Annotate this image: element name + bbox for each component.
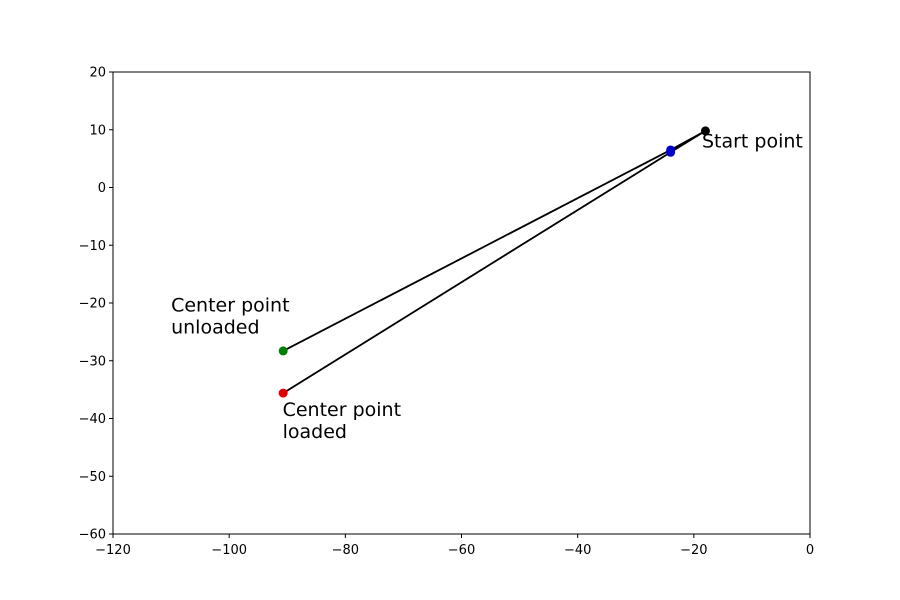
annotation-label: Center point loaded xyxy=(283,399,401,443)
y-tick-label: −30 xyxy=(79,354,106,369)
series-lines xyxy=(282,130,706,394)
data-point xyxy=(278,388,288,398)
x-tick-label: −40 xyxy=(564,543,591,558)
y-tick-label: −20 xyxy=(79,297,106,312)
x-axis: −120 −100 −80 −60 −40 −20 0 xyxy=(95,534,814,558)
annotation-line: loaded xyxy=(283,421,347,443)
data-points xyxy=(278,126,710,398)
y-tick-label: −10 xyxy=(79,239,106,254)
annotation-line: Center point xyxy=(171,295,289,317)
y-tick-label: −60 xyxy=(79,528,106,543)
annotation-line: Center point xyxy=(283,399,401,421)
y-tick-label: 20 xyxy=(89,66,106,81)
line-segment xyxy=(282,151,672,394)
annotation-label: Center point unloaded xyxy=(171,295,289,339)
annotation-line: Start point xyxy=(702,131,803,153)
line-segment xyxy=(670,130,706,154)
x-tick-label: 0 xyxy=(806,543,814,558)
x-tick-label: −120 xyxy=(95,543,131,558)
y-axis: −60 −50 −40 −30 −20 −10 0 10 20 xyxy=(79,66,113,543)
annotation-label: Start point xyxy=(702,131,803,153)
x-tick-label: −60 xyxy=(448,543,475,558)
y-tick-label: −50 xyxy=(79,470,106,485)
data-point xyxy=(666,147,676,157)
x-tick-label: −20 xyxy=(680,543,707,558)
x-tick-label: −80 xyxy=(332,543,359,558)
data-point xyxy=(700,126,710,136)
line-segment xyxy=(282,149,672,352)
data-point xyxy=(278,346,288,356)
y-tick-label: 0 xyxy=(98,181,106,196)
x-tick-label: −100 xyxy=(211,543,247,558)
y-tick-label: 10 xyxy=(89,123,106,138)
annotation-line: unloaded xyxy=(171,317,259,339)
y-tick-label: −40 xyxy=(79,412,106,427)
